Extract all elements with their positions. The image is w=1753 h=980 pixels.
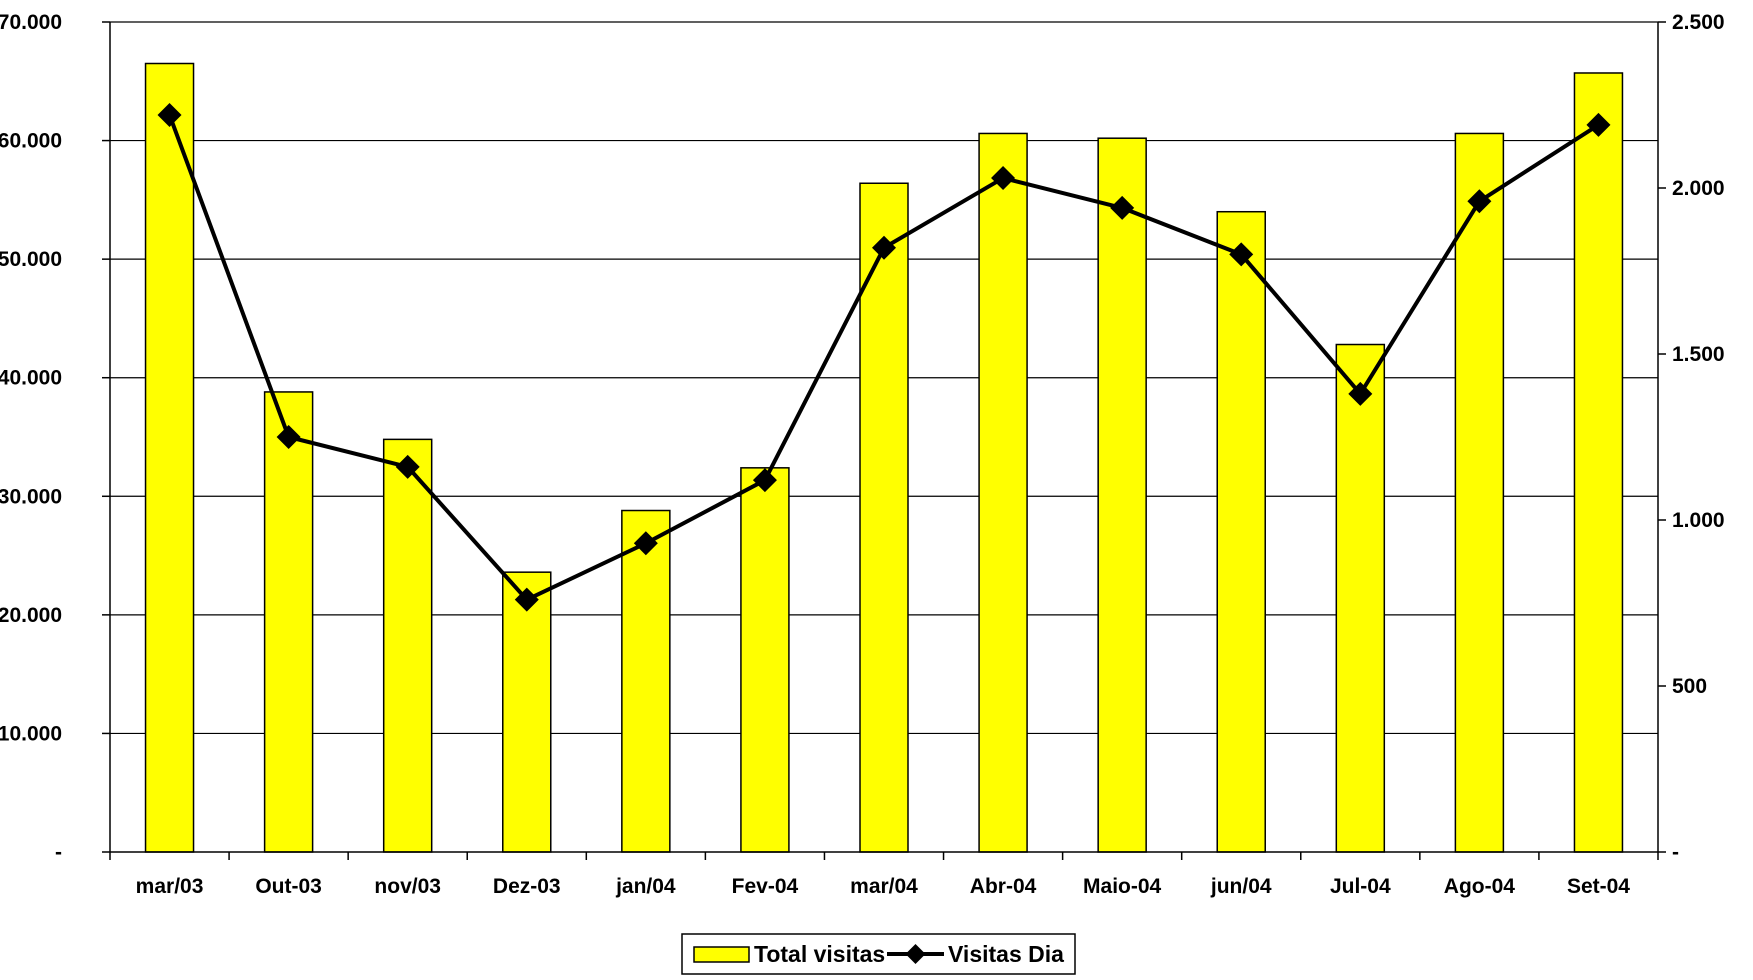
point-visitas-dia-mar/03 bbox=[157, 102, 182, 127]
point-visitas-dia-Ago-04 bbox=[1467, 189, 1492, 214]
bar-total-visitas-jan/04 bbox=[621, 509, 671, 853]
legend-marker-visitas-dia bbox=[905, 944, 926, 964]
point-visitas-dia-Jul-04 bbox=[1348, 381, 1373, 406]
category-label: Set-04 bbox=[1567, 875, 1630, 898]
category-label: nov/03 bbox=[374, 875, 441, 898]
category-label: Maio-04 bbox=[1083, 875, 1162, 898]
left-tick-label: 50.000 bbox=[0, 248, 62, 271]
point-visitas-dia-Maio-04 bbox=[1110, 195, 1135, 220]
right-tick-label: 500 bbox=[1672, 675, 1707, 698]
category-label: mar/03 bbox=[136, 875, 204, 898]
bar-series bbox=[144, 62, 1624, 853]
tick-labels: - 10.000 20.000 30.000 40.000 50.000 60.000 70.… bbox=[0, 11, 1725, 898]
bar-total-visitas-Fev-04 bbox=[740, 467, 790, 853]
axes bbox=[102, 21, 1666, 860]
left-tick-label: 60.000 bbox=[0, 130, 62, 153]
right-tick-label: 2.500 bbox=[1672, 11, 1725, 34]
category-label: Fev-04 bbox=[732, 875, 799, 898]
category-label: Ago-04 bbox=[1444, 875, 1515, 898]
line-series bbox=[157, 102, 1611, 612]
right-tick-label: - bbox=[1672, 841, 1679, 864]
point-visitas-dia-Abr-04 bbox=[991, 166, 1016, 191]
bar-total-visitas-Dez-03 bbox=[502, 571, 552, 853]
bar-total-visitas-nov/03 bbox=[382, 438, 433, 853]
bar-total-visitas-Ago-04 bbox=[1454, 132, 1505, 853]
legend: Total visitas Visitas Dia bbox=[681, 933, 1076, 975]
legend-label-total-visitas: Total visitas bbox=[754, 941, 885, 967]
left-tick-label: - bbox=[55, 841, 62, 864]
bar-total-visitas-mar/04 bbox=[859, 182, 909, 853]
bar-total-visitas-Out-03 bbox=[263, 391, 314, 853]
category-label: mar/04 bbox=[850, 875, 918, 898]
bar-total-visitas-jun/04 bbox=[1216, 210, 1266, 853]
right-tick-label: 1.500 bbox=[1672, 343, 1725, 366]
bar-total-visitas-mar/03 bbox=[144, 62, 195, 853]
bar-total-visitas-Set-04 bbox=[1573, 72, 1624, 853]
point-visitas-dia-jun/04 bbox=[1229, 242, 1254, 267]
left-tick-label: 70.000 bbox=[0, 11, 62, 34]
point-visitas-dia-jan/04 bbox=[633, 531, 658, 556]
left-tick-label: 10.000 bbox=[0, 722, 62, 745]
left-tick-label: 30.000 bbox=[0, 485, 62, 508]
category-label: Abr-04 bbox=[970, 875, 1037, 898]
category-label: jun/04 bbox=[1210, 875, 1272, 898]
bar-total-visitas-Maio-04 bbox=[1097, 137, 1147, 853]
point-visitas-dia-mar/04 bbox=[872, 235, 896, 260]
right-tick-label: 2.000 bbox=[1672, 177, 1725, 200]
left-tick-label: 20.000 bbox=[0, 604, 62, 627]
category-label: Out-03 bbox=[255, 875, 322, 898]
left-tick-label: 40.000 bbox=[0, 367, 62, 390]
category-label: Jul-04 bbox=[1330, 875, 1391, 898]
point-visitas-dia-Out-03 bbox=[276, 425, 301, 449]
point-visitas-dia-Set-04 bbox=[1586, 112, 1611, 137]
point-visitas-dia-Fev-04 bbox=[752, 468, 777, 493]
right-tick-label: 1.000 bbox=[1672, 509, 1725, 532]
category-label: Dez-03 bbox=[493, 875, 561, 898]
point-visitas-dia-Dez-03 bbox=[514, 587, 539, 612]
legend-swatch-total-visitas bbox=[693, 946, 750, 963]
category-label: jan/04 bbox=[615, 875, 676, 898]
legend-label-visitas-dia: Visitas Dia bbox=[948, 941, 1064, 967]
point-visitas-dia-nov/03 bbox=[395, 454, 420, 479]
bar-total-visitas-Jul-04 bbox=[1335, 343, 1386, 853]
bar-total-visitas-Abr-04 bbox=[978, 132, 1028, 853]
